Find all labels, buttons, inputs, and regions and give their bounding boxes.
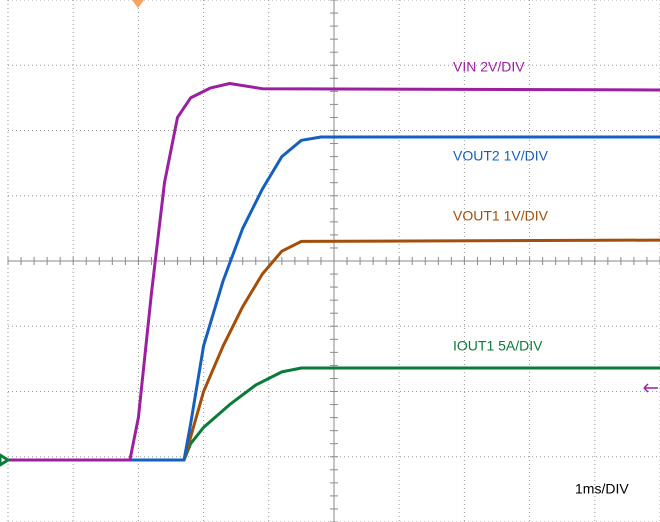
trace-label: VOUT1 1V/DIV: [453, 208, 549, 224]
trace-label: VOUT2 1V/DIV: [453, 148, 549, 164]
trigger-level-marker: [643, 383, 658, 393]
trigger-marker: [132, 0, 144, 8]
trace-label: VIN 2V/DIV: [453, 59, 525, 75]
trace-label: IOUT1 5A/DIV: [453, 338, 543, 354]
time-scale: 1ms/DIV: [575, 481, 629, 497]
grid: [7, 0, 660, 522]
trace: [8, 135, 660, 462]
trace: [8, 82, 660, 462]
traces: [8, 82, 660, 462]
ground-marker: [0, 453, 11, 467]
